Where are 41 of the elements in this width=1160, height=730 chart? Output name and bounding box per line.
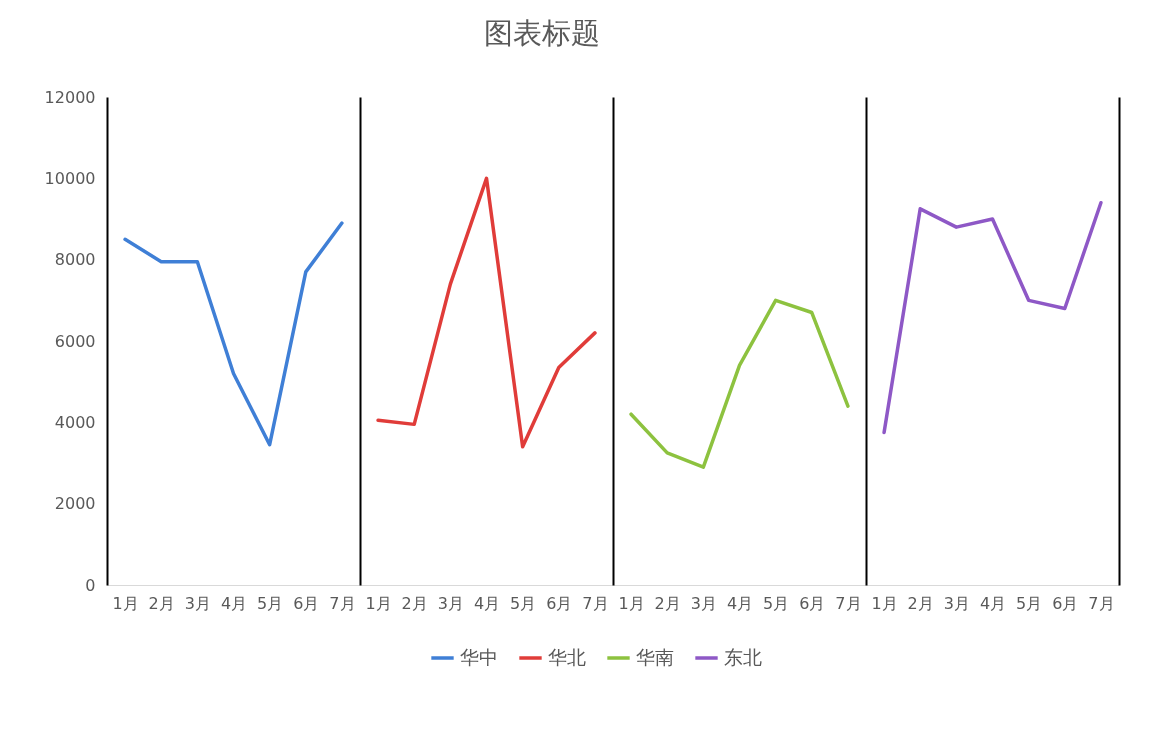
x-tick-label: 6月: [1052, 593, 1079, 613]
x-tick-label: 4月: [726, 593, 754, 613]
x-tick-label: 3月: [437, 593, 464, 613]
x-tick-label: 1月: [112, 593, 139, 613]
x-tick-label: 7月: [582, 593, 609, 613]
x-tick-label: 5月: [510, 593, 537, 613]
x-tick-label: 2月: [401, 593, 428, 613]
legend-label: 东北: [723, 646, 762, 668]
x-tick-label: 1月: [365, 593, 392, 613]
x-tick-label: 1月: [618, 593, 645, 613]
x-tick-label: 7月: [1088, 593, 1115, 613]
x-tick-label: 3月: [690, 593, 717, 613]
y-tick-label: 2000: [54, 494, 96, 514]
x-tick-label: 7月: [329, 593, 356, 613]
y-tick-label: 8000: [54, 250, 96, 270]
legend-label: 华中: [459, 646, 498, 668]
x-tick-label: 3月: [943, 593, 970, 613]
x-tick-label: 2月: [907, 593, 934, 613]
line-series: [123, 221, 344, 447]
x-tick-label: 5月: [257, 593, 284, 613]
y-tick-label: 10000: [44, 168, 96, 188]
x-tick-label: 4月: [473, 593, 501, 613]
x-tick-label: 4月: [220, 593, 248, 613]
x-tick-label: 7月: [835, 593, 862, 613]
y-tick-label: 12000: [44, 87, 96, 107]
y-tick-label: 6000: [54, 331, 96, 351]
x-tick-label: 3月: [184, 593, 211, 613]
x-tick-label: 6月: [293, 593, 320, 613]
x-tick-label: 6月: [799, 593, 826, 613]
x-tick-label: 5月: [1016, 593, 1043, 613]
x-tick-label: 2月: [148, 593, 175, 613]
legend-label: 华南: [635, 646, 674, 668]
y-tick-label: 0: [85, 575, 96, 595]
x-tick-label: 6月: [546, 593, 573, 613]
x-tick-label: 1月: [871, 593, 898, 613]
x-tick-label: 5月: [763, 593, 790, 613]
legend-label: 华北: [547, 646, 586, 668]
chart-title: 图表标题: [484, 16, 601, 50]
x-tick-label: 4月: [979, 593, 1007, 613]
x-tick-label: 2月: [654, 593, 681, 613]
y-tick-label: 4000: [54, 412, 96, 432]
